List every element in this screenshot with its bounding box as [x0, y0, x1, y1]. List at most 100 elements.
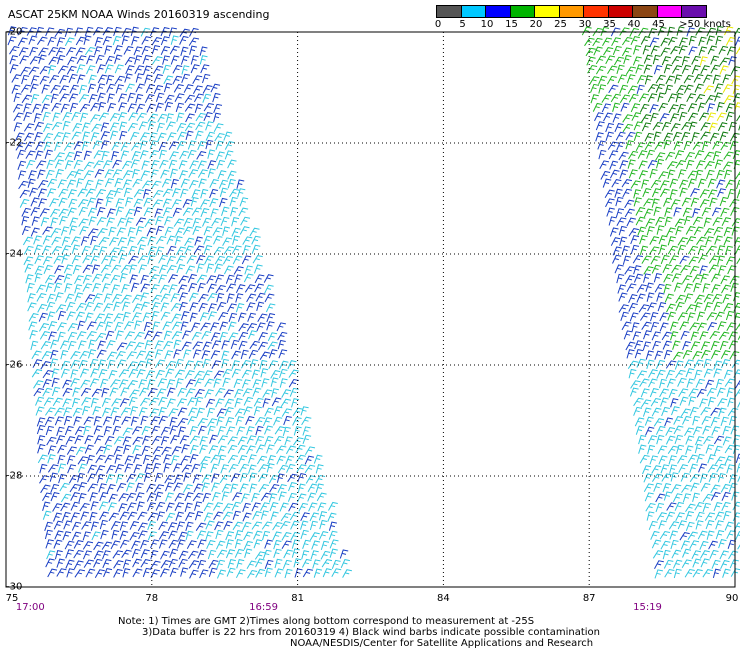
- wind-barb: [663, 283, 672, 294]
- wind-barb: [155, 92, 165, 102]
- wind-barb: [143, 189, 151, 199]
- wind-barb: [643, 266, 654, 275]
- wind-barb: [696, 236, 707, 245]
- wind-barb: [679, 255, 690, 265]
- wind-barb: [679, 187, 688, 197]
- wind-barb: [715, 530, 725, 540]
- wind-barb: [255, 435, 264, 445]
- wind-barb: [339, 549, 349, 559]
- wind-barb: [82, 274, 92, 284]
- wind-barb: [87, 473, 97, 483]
- wind-barb: [651, 407, 662, 417]
- wind-barb: [199, 462, 208, 473]
- wind-barb: [133, 453, 142, 464]
- wind-barb: [322, 568, 332, 578]
- wind-barb: [50, 358, 58, 368]
- wind-barb: [649, 104, 659, 114]
- wind-barb: [135, 482, 144, 493]
- wind-barb: [598, 75, 608, 85]
- wind-barb: [711, 426, 721, 436]
- wind-barb: [58, 197, 68, 207]
- wind-barb: [251, 369, 260, 379]
- wind-barb: [50, 93, 59, 104]
- wind-barb: [237, 436, 248, 446]
- wind-barb: [687, 312, 696, 322]
- wind-barb: [673, 416, 683, 425]
- wind-barb: [613, 56, 624, 66]
- wind-barb: [661, 56, 671, 66]
- wind-barb: [208, 559, 219, 569]
- wind-barb: [600, 170, 611, 180]
- wind-barb: [211, 360, 221, 370]
- wind-barb: [666, 502, 677, 511]
- wind-barb: [715, 25, 724, 36]
- wind-barb: [674, 501, 684, 511]
- wind-barb: [143, 197, 153, 207]
- wind-barb: [44, 274, 55, 284]
- wind-barb: [709, 197, 718, 208]
- wind-barb: [623, 330, 633, 340]
- wind-barb: [48, 56, 59, 65]
- wind-barb: [695, 511, 705, 521]
- wind-barb: [171, 321, 182, 331]
- wind-barb: [608, 150, 619, 160]
- wind-barb: [328, 501, 338, 511]
- wind-barb: [628, 150, 639, 160]
- wind-barb: [221, 491, 230, 501]
- wind-barb: [163, 75, 174, 85]
- wind-barb: [56, 435, 66, 445]
- wind-barb: [196, 151, 207, 160]
- wind-barb: [682, 350, 693, 359]
- wind-barb: [132, 436, 143, 445]
- wind-barb: [702, 502, 711, 513]
- wind-barb: [702, 283, 711, 293]
- wind-barb: [131, 36, 140, 46]
- wind-barb: [184, 502, 193, 513]
- wind-barb: [684, 215, 693, 226]
- wind-barb: [621, 47, 632, 57]
- wind-barb: [68, 474, 79, 484]
- wind-barb: [200, 322, 211, 331]
- wind-barb: [671, 406, 680, 416]
- wind-barb: [728, 474, 738, 484]
- wind-barb: [170, 55, 180, 65]
- wind-barb: [320, 540, 330, 551]
- wind-barb: [97, 92, 106, 102]
- wind-barb: [699, 398, 708, 408]
- wind-barb: [41, 84, 50, 94]
- wind-barb: [115, 464, 124, 474]
- wind-barb: [57, 463, 67, 473]
- wind-barb: [632, 331, 642, 341]
- wind-barb: [668, 388, 678, 398]
- wind-barb: [304, 464, 316, 474]
- wind-barb: [610, 237, 621, 246]
- wind-barb: [168, 539, 179, 549]
- wind-barb: [176, 140, 187, 150]
- wind-barb: [684, 427, 695, 437]
- wind-barb: [692, 351, 703, 360]
- wind-barb: [713, 360, 723, 370]
- wind-barb: [665, 360, 677, 369]
- wind-barb: [669, 189, 678, 199]
- wind-barb: [663, 273, 673, 283]
- wind-barb: [159, 159, 169, 169]
- wind-barb: [254, 283, 264, 293]
- wind-barb: [724, 521, 734, 531]
- wind-barb: [72, 264, 82, 275]
- wind-barb: [100, 378, 109, 388]
- wind-barb: [100, 131, 110, 141]
- wind-barb: [108, 226, 117, 237]
- wind-barb: [79, 226, 89, 236]
- wind-barb: [660, 37, 671, 47]
- wind-barb: [26, 282, 35, 293]
- wind-barb: [92, 293, 103, 302]
- wind-barb: [189, 312, 198, 322]
- wind-barb: [281, 389, 292, 398]
- wind-barb: [171, 455, 180, 465]
- wind-barb: [205, 398, 216, 408]
- wind-barb: [644, 75, 653, 85]
- wind-barb: [56, 37, 66, 47]
- wind-barb: [616, 64, 625, 75]
- wind-barb: [89, 511, 98, 522]
